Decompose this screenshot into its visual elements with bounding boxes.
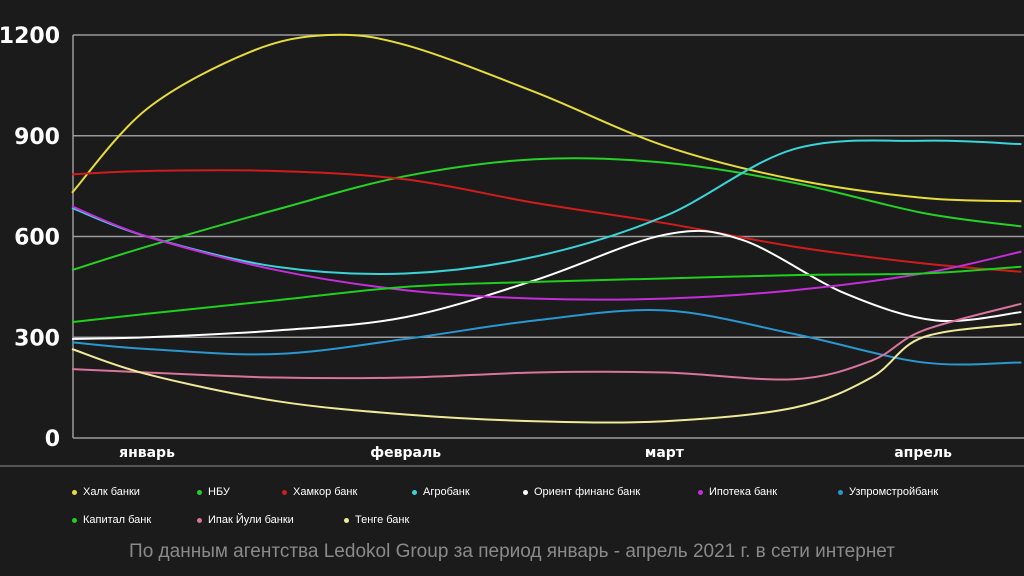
legend-label: Ипак Йули банки <box>208 514 294 526</box>
legend-dot-icon <box>838 489 843 495</box>
legend-label: Тенге банк <box>355 514 410 526</box>
legend-label: Хамкор банк <box>293 486 358 498</box>
legend-dot-icon <box>282 489 287 495</box>
x-tick-label: март <box>645 445 685 461</box>
legend-label: Халк банки <box>83 486 140 498</box>
legend-dot-icon <box>197 517 202 523</box>
series-line <box>71 322 1022 424</box>
legend-dot-icon <box>344 517 349 523</box>
legend-dot-icon <box>698 489 703 495</box>
legend-item: Ипак Йули банки <box>197 514 294 526</box>
series-line <box>71 169 1022 273</box>
y-tick-label: 0 <box>45 427 60 452</box>
series-line <box>71 139 1022 275</box>
series-line <box>71 33 1022 203</box>
series-line <box>71 157 1022 272</box>
legend-dot-icon <box>412 489 417 495</box>
series-line <box>71 265 1022 324</box>
legend-label: Ипотека банк <box>709 486 778 498</box>
legend-item: Ориент финанс банк <box>523 486 640 498</box>
legend-dot-icon <box>523 489 528 495</box>
legend-dot-icon <box>72 517 77 523</box>
legend-label: Узпромстройбанк <box>849 486 939 498</box>
legend-item: Капитал банк <box>72 514 151 526</box>
legend-item: Агробанк <box>412 486 470 498</box>
series-line <box>71 309 1022 366</box>
y-tick-label: 600 <box>14 226 60 251</box>
y-tick-label: 900 <box>14 125 60 150</box>
legend-label: Капитал банк <box>83 514 152 526</box>
divider <box>0 465 1024 467</box>
y-tick-label: 1200 <box>0 24 60 49</box>
source-footer: По данным агентства Ledokol Group за пер… <box>129 541 895 562</box>
legend-item: Узпромстройбанк <box>838 486 938 498</box>
series-line <box>71 302 1022 381</box>
series-line <box>71 205 1022 301</box>
y-tick-label: 300 <box>14 326 60 351</box>
x-tick-label: январь <box>119 445 175 461</box>
legend-item: Ипотека банк <box>698 486 777 498</box>
x-tick-label: февраль <box>370 445 441 461</box>
series-line <box>71 229 1022 340</box>
line-chart: 0 300 600 900 1200 январь февраль март апрель <box>0 24 1024 461</box>
legend-label: Ориент финанс банк <box>534 486 641 498</box>
legend-item: Хамкор банк <box>282 486 357 498</box>
legend-item: Тенге банк <box>344 514 409 526</box>
x-tick-label: апрель <box>894 445 952 461</box>
legend-item: Халк банки <box>72 486 140 498</box>
legend-label: НБУ <box>208 486 230 498</box>
legend-dot-icon <box>197 489 202 495</box>
legend-label: Агробанк <box>423 486 470 498</box>
legend-dot-icon <box>72 489 77 495</box>
legend-item: НБУ <box>197 486 230 498</box>
